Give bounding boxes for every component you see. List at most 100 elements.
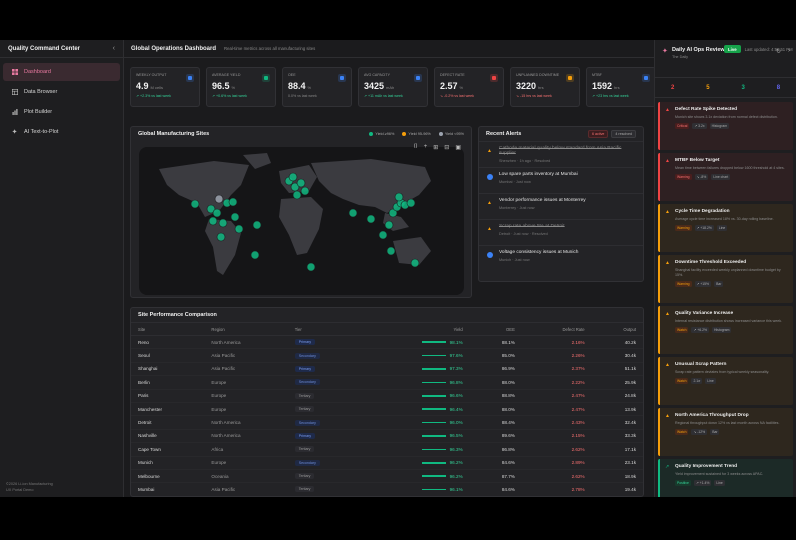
site-marker[interactable] bbox=[300, 186, 310, 196]
insight-description: Munich site shows 3.1x deviation from no… bbox=[675, 115, 778, 119]
tier-cell: Tertiary bbox=[287, 402, 364, 417]
alerts-list: ▲ Cathode material quality below standard… bbox=[479, 141, 643, 271]
table-row[interactable]: Shanghai Asia Pacific Primary 97.3% 86.9… bbox=[131, 362, 643, 377]
region-cell: Oceania bbox=[204, 469, 288, 484]
site-marker[interactable] bbox=[234, 224, 244, 234]
site-marker[interactable] bbox=[366, 214, 376, 224]
sidebar-item-dashboard[interactable]: Dashboard bbox=[3, 63, 120, 81]
site-marker[interactable] bbox=[292, 190, 302, 200]
sidebar-item-plot-builder[interactable]: Plot Builder bbox=[3, 103, 120, 121]
ai-insight-card[interactable]: ▲ Quality Variance Increase Internal res… bbox=[658, 306, 793, 354]
insight-tag: ↗ +1.4% bbox=[693, 480, 712, 486]
table-row[interactable]: Cape Town Africa Tertiary 96.3% 86.8% 2.… bbox=[131, 442, 643, 457]
site-marker[interactable] bbox=[252, 220, 262, 230]
defect-cell: 2.22% bbox=[521, 375, 592, 390]
column-header[interactable]: Output bbox=[591, 322, 643, 336]
site-marker[interactable] bbox=[216, 232, 226, 242]
yield-bar bbox=[421, 341, 446, 343]
zoom-in-icon[interactable]: ⊞ bbox=[433, 145, 439, 151]
zoom-out-icon[interactable]: ⊟ bbox=[444, 145, 450, 151]
kpi-card[interactable]: Average Yield 96.5% ↗ +0.6% vs last week bbox=[206, 67, 276, 107]
collapse-sidebar-button[interactable]: ‹ bbox=[112, 45, 115, 52]
table-row[interactable]: Melbourne Oceania Tertiary 96.2% 87.7% 2… bbox=[131, 469, 643, 484]
australia-shape bbox=[393, 237, 431, 265]
column-header[interactable]: Tier bbox=[287, 322, 364, 336]
table-row[interactable]: Seoul Asia Pacific Secondary 97.6% 85.0%… bbox=[131, 348, 643, 363]
world-map[interactable] bbox=[139, 147, 464, 295]
kpi-card[interactable]: Weekly Output 4.9 M cells ↗ +2.3% vs last… bbox=[130, 67, 200, 107]
kpi-card[interactable]: OEE 88.4% 0.0% vs last week bbox=[282, 67, 352, 107]
table-row[interactable]: Manchester Europe Tertiary 96.4% 88.0% 2… bbox=[131, 402, 643, 417]
resolved-alerts-badge[interactable]: 4 resolved bbox=[611, 130, 636, 138]
alert-item[interactable]: ▲ Cathode material quality below standard… bbox=[479, 141, 643, 167]
site-marker[interactable] bbox=[290, 182, 300, 192]
refresh-icon[interactable]: ↻ bbox=[775, 49, 781, 55]
site-marker[interactable] bbox=[288, 172, 298, 182]
alert-item[interactable]: Voltage consistency issues at Munich Muni… bbox=[479, 245, 643, 271]
alert-item[interactable]: ▲ Vendor performance issues at Monterrey M… bbox=[479, 193, 643, 219]
site-marker[interactable] bbox=[208, 216, 218, 226]
column-header[interactable]: Site bbox=[131, 322, 205, 336]
site-marker[interactable] bbox=[206, 204, 216, 214]
site-marker[interactable] bbox=[296, 178, 306, 188]
kpi-card[interactable]: MTBF 1592 hrs ↗ +23 hrs vs last week bbox=[586, 67, 656, 107]
kpi-label: Average Yield bbox=[212, 73, 241, 77]
site-marker[interactable] bbox=[384, 220, 394, 230]
table-row[interactable]: Nashville North America Primary 96.5% 89… bbox=[131, 429, 643, 444]
ai-insight-card[interactable]: ▲ Defect Rate Spike Detected Munich site… bbox=[658, 102, 793, 150]
ai-insight-card[interactable]: ▲ Cycle Time Degradation Average cycle t… bbox=[658, 204, 793, 252]
table-row[interactable]: Reno North America Primary 98.1% 88.1% 2… bbox=[131, 335, 643, 350]
ai-insight-card[interactable]: ▲ Downtime Threshold Exceeded Shanghai f… bbox=[658, 255, 793, 303]
kpi-trend: ↗ +23 hrs vs last week bbox=[592, 94, 629, 98]
ai-insight-card[interactable]: ↗ Quality Improvement Trend Yield improv… bbox=[658, 459, 793, 497]
severity-count[interactable]: 5 bbox=[706, 84, 710, 91]
site-marker[interactable] bbox=[388, 208, 398, 218]
site-marker[interactable] bbox=[378, 230, 388, 240]
reset-icon[interactable]: ▣ bbox=[455, 145, 461, 151]
severity-count[interactable]: 8 bbox=[776, 84, 781, 91]
active-alerts-badge[interactable]: 6 active bbox=[588, 130, 609, 138]
camera-icon[interactable]: ⌷ bbox=[414, 144, 418, 150]
insight-tag: Line chart bbox=[711, 174, 731, 180]
site-marker[interactable] bbox=[214, 194, 224, 204]
site-marker[interactable] bbox=[250, 250, 260, 260]
severity-count[interactable]: 2 bbox=[670, 84, 675, 91]
alert-item[interactable]: ▲ Scrap rate above 5% at Detroit Detroit ·… bbox=[479, 219, 643, 245]
kpi-card[interactable]: Defect Rate 2.57% ↘ -0.2% vs last week bbox=[434, 67, 504, 107]
site-cell: Seoul bbox=[131, 348, 205, 363]
ai-insight-card[interactable]: ▲ Unusual Scrap Pattern Scrap rate patte… bbox=[658, 357, 793, 405]
kpi-card[interactable]: Avg Capacity 3425 mAh ↗ +11 mAh vs last w… bbox=[358, 67, 428, 107]
kpi-value: 3220 hrs bbox=[516, 81, 544, 91]
site-marker[interactable] bbox=[348, 208, 358, 218]
site-marker[interactable] bbox=[394, 192, 404, 202]
sidebar-item-data-browser[interactable]: Data Browser bbox=[3, 83, 120, 101]
severity-count[interactable]: 3 bbox=[741, 84, 745, 91]
column-header[interactable]: Yield bbox=[363, 322, 470, 336]
column-header[interactable]: Region bbox=[204, 322, 288, 336]
site-marker[interactable] bbox=[212, 208, 222, 218]
ai-insight-card[interactable]: ▲ MTBF Below Target Mean time between fa… bbox=[658, 153, 793, 201]
live-status: Live Last updated: 4:50:51 PM bbox=[724, 45, 793, 53]
alert-item[interactable]: Low spare parts inventory at Mumbai Mumba… bbox=[479, 167, 643, 193]
kpi-card[interactable]: Unplanned Downtime 3220 hrs ↘ -15 hrs vs … bbox=[510, 67, 580, 107]
site-marker[interactable] bbox=[230, 212, 240, 222]
site-marker[interactable] bbox=[306, 262, 316, 272]
table-row[interactable]: Berlin Europe Secondary 96.8% 88.0% 2.22… bbox=[131, 375, 643, 390]
column-header[interactable]: Defect Rate bbox=[521, 322, 592, 336]
table-row[interactable]: Paris Europe Tertiary 96.6% 88.8% 2.47% … bbox=[131, 389, 643, 403]
table-row[interactable]: Munich Europe Secondary 96.2% 84.6% 2.89… bbox=[131, 456, 643, 470]
site-marker[interactable] bbox=[406, 198, 416, 208]
site-marker[interactable] bbox=[218, 218, 228, 228]
table-row[interactable]: Detroit North America Secondary 96.0% 88… bbox=[131, 415, 643, 430]
region-cell: North America bbox=[204, 415, 288, 430]
site-marker[interactable] bbox=[228, 197, 238, 207]
sidebar-item-ai-text-to-plot[interactable]: ✦ AI Text-to-Plot bbox=[3, 123, 120, 141]
crosshair-icon[interactable]: + bbox=[423, 144, 428, 150]
chevron-right-icon[interactable]: › bbox=[788, 48, 790, 54]
ai-insight-card[interactable]: ▲ North America Throughput Drop Regional… bbox=[658, 408, 793, 456]
column-header[interactable]: OEE bbox=[469, 322, 522, 336]
site-marker[interactable] bbox=[410, 258, 420, 268]
site-marker[interactable] bbox=[190, 199, 200, 209]
site-marker[interactable] bbox=[386, 246, 396, 256]
table-row[interactable]: Mumbai Asia Pacific Tertiary 96.1% 84.6%… bbox=[131, 482, 643, 496]
